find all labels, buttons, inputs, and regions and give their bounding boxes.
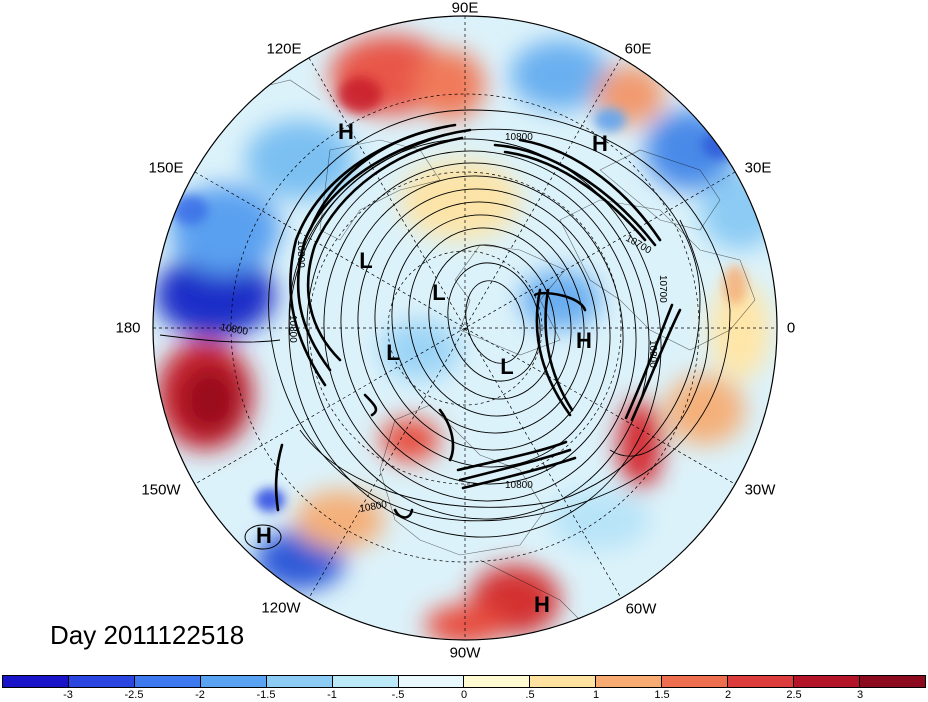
colorbar-segment <box>68 676 135 687</box>
lon-label-120w: 120W <box>261 599 301 617</box>
lon-label-150e: 150E <box>148 159 184 177</box>
lon-label-60w: 60W <box>625 600 657 618</box>
colorbar-segment <box>332 676 399 687</box>
graticule <box>153 16 777 640</box>
colorbar-tick-label: 0 <box>460 689 468 701</box>
contour-label: 10800 <box>295 240 306 268</box>
date-title: Day 2011122518 <box>50 620 245 650</box>
contour-label: 10800 <box>505 132 533 143</box>
colorbar-segment <box>266 676 333 687</box>
jet-streaks <box>274 123 682 519</box>
lon-label-120e: 120E <box>266 40 302 58</box>
height-contours <box>159 109 731 538</box>
colorbar-tick-label: -1.5 <box>256 689 276 701</box>
colorbar-segment <box>3 676 69 687</box>
lon-label-30e: 30E <box>744 159 772 177</box>
colorbar-segment <box>200 676 267 687</box>
high-contour <box>244 524 282 550</box>
contour-label: 10800 <box>219 322 249 338</box>
colorbar-tick-label: 2.5 <box>786 689 802 701</box>
low-center: L <box>359 248 373 273</box>
colorbar-segment <box>530 676 597 687</box>
colorbar-segment <box>464 676 531 687</box>
colorbar-tick-label: -2 <box>195 689 205 701</box>
colorbar-segment <box>794 676 860 687</box>
lon-label-60e: 60E <box>624 40 652 58</box>
colorbar-tick-label: 3 <box>856 689 864 701</box>
colorbar-tick-label: -3 <box>63 689 73 701</box>
colorbar-tick-label: -1 <box>327 689 337 701</box>
colorbar-tick-label: 1.5 <box>654 689 670 701</box>
lon-label-90w: 90W <box>449 644 481 662</box>
lon-label-0: 0 <box>786 319 796 337</box>
high-center: H <box>592 131 608 156</box>
colorbar-segment <box>596 676 663 687</box>
colorbar-tick-label: -.5 <box>391 689 405 701</box>
contour-label: 10800 <box>647 340 658 368</box>
low-center: L <box>386 340 400 365</box>
low-center: L <box>500 354 514 379</box>
low-center: L <box>432 280 446 305</box>
colorbar-segment <box>859 676 925 687</box>
colorbar <box>2 675 926 688</box>
colorbar-tick-label: 2 <box>724 689 732 701</box>
contour-label: 10800 <box>505 480 533 491</box>
colorbar-segment <box>134 676 201 687</box>
lon-label-150w: 150W <box>141 481 181 499</box>
colorbar-segment <box>728 676 795 687</box>
colorbar-tick-label: 1 <box>592 689 600 701</box>
high-center: H <box>576 328 592 353</box>
lon-label-180: 180 <box>115 319 141 337</box>
high-center: H <box>256 523 272 548</box>
colorbar-segment <box>398 676 465 687</box>
contour-label: 10700 <box>657 275 668 303</box>
high-center: H <box>534 592 550 617</box>
colorbar-tick-label: .5 <box>525 689 535 701</box>
colorbar-segment <box>662 676 729 687</box>
lon-label-30w: 30W <box>744 481 776 499</box>
contour-label: 10800 <box>359 499 389 515</box>
map-border <box>152 15 778 641</box>
lon-label-90e: 90E <box>451 0 479 17</box>
colorbar-tick-label: -2.5 <box>124 689 144 701</box>
high-center: H <box>338 119 354 144</box>
contour-label: 10800 <box>287 315 298 343</box>
